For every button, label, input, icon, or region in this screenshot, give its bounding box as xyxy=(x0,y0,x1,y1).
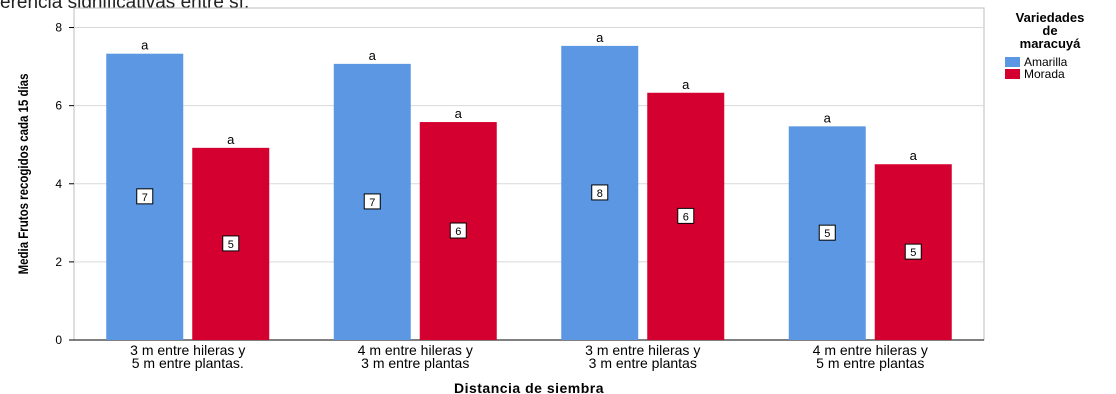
x-tick-label: 5 m entre plantas xyxy=(816,355,924,371)
value-label-box xyxy=(449,222,467,239)
x-tick-label: 3 m entre hileras y xyxy=(585,342,700,358)
value-label: 5 xyxy=(228,239,234,251)
legend-label-morada: Morada xyxy=(1024,67,1065,81)
value-label-box xyxy=(904,243,922,260)
x-tick-label: 4 m entre hileras y xyxy=(813,342,928,358)
value-label: 7 xyxy=(369,197,375,209)
value-label-box xyxy=(363,193,381,210)
y-tick-label: 4 xyxy=(55,177,62,191)
value-label: 8 xyxy=(597,188,603,200)
value-label: 7 xyxy=(142,192,148,204)
y-tick-label: 0 xyxy=(55,333,62,347)
legend-swatch-morada xyxy=(1005,69,1020,79)
legend-title: Variedades xyxy=(1016,10,1085,25)
legend-label-amarilla: Amarilla xyxy=(1024,55,1068,69)
legend-title: de xyxy=(1042,23,1057,38)
significance-letter: a xyxy=(227,132,235,147)
legend-title: maracuyá xyxy=(1020,36,1081,51)
x-tick-label: 5 m entre plantas. xyxy=(132,355,244,371)
value-label: 5 xyxy=(910,247,916,259)
value-label-box xyxy=(136,188,154,205)
significance-letter: a xyxy=(824,110,832,125)
x-tick-label: 3 m entre plantas xyxy=(361,355,469,371)
significance-letter: a xyxy=(455,106,463,121)
y-tick-label: 8 xyxy=(55,21,62,35)
value-label-box xyxy=(591,184,609,201)
significance-letter: a xyxy=(141,38,149,53)
y-axis-title: Media Frutos recogidos cada 15 días xyxy=(15,74,31,275)
x-tick-label: 3 m entre hileras y xyxy=(130,342,245,358)
value-label-box xyxy=(818,224,836,241)
y-tick-label: 2 xyxy=(55,255,62,269)
y-tick-label: 6 xyxy=(55,99,62,113)
x-tick-label: 3 m entre plantas xyxy=(589,355,697,371)
value-label-box xyxy=(677,207,695,224)
value-label: 6 xyxy=(455,226,461,238)
significance-letter: a xyxy=(369,48,377,63)
legend-swatch-amarilla xyxy=(1005,57,1020,67)
significance-letter: a xyxy=(910,148,918,163)
x-axis-title: Distancia de siembra xyxy=(454,380,604,394)
value-label-box xyxy=(222,235,240,252)
significance-letter: a xyxy=(596,30,604,45)
value-label: 6 xyxy=(683,211,689,223)
value-label: 5 xyxy=(824,228,830,240)
significance-letter: a xyxy=(682,77,690,92)
x-tick-label: 4 m entre hileras y xyxy=(358,342,473,358)
